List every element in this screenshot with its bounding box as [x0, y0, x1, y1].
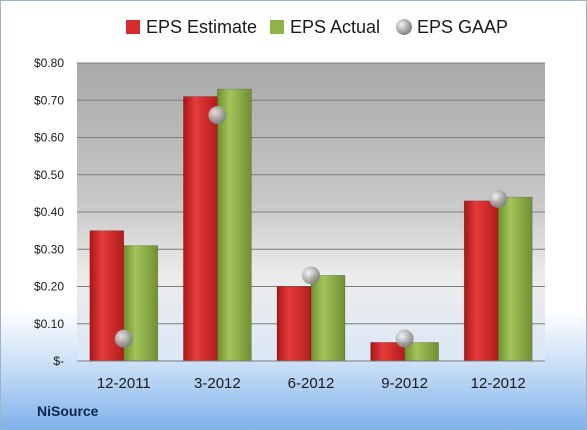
- y-tick-label: $0.50: [34, 168, 64, 182]
- company-label: NiSource: [37, 403, 99, 419]
- bar-estimate: [183, 96, 218, 362]
- x-tick-label: 12-2012: [471, 375, 526, 392]
- x-tick-label: 9-2012: [381, 375, 428, 392]
- legend-label-actual: EPS Actual: [290, 17, 381, 37]
- y-tick-label: $0.30: [34, 242, 64, 256]
- bar-estimate: [276, 286, 312, 362]
- gaap-markers: [114, 106, 508, 348]
- y-tick-label: $0.10: [34, 317, 64, 331]
- legend-item-estimate: EPS Estimate: [126, 17, 257, 38]
- y-axis-ticks: $- $0.10 $0.20 $0.30 $0.40 $0.50 $0.60 $0.70 $0.…: [34, 56, 64, 368]
- y-tick-label: $-: [53, 354, 64, 368]
- bar-actual: [217, 88, 252, 362]
- legend-swatch-gaap: [396, 19, 412, 35]
- bar-actual: [497, 196, 533, 362]
- x-tick-label: 12-2011: [97, 375, 151, 392]
- legend-item-gaap: EPS GAAP: [395, 17, 508, 38]
- gaap-marker: [208, 106, 227, 125]
- x-axis-labels: 12-2011 3-2012 6-2012 9-2012 12-2012: [97, 375, 526, 392]
- y-tick-label: $0.20: [34, 280, 64, 294]
- bar-estimate: [463, 200, 499, 362]
- gaap-marker: [395, 329, 414, 348]
- y-tick-label: $0.70: [34, 93, 64, 107]
- legend-swatch-actual: [270, 20, 284, 34]
- y-tick-label: $0.60: [34, 131, 64, 145]
- gaap-marker: [114, 329, 133, 348]
- gaap-marker: [489, 189, 508, 208]
- legend-item-actual: EPS Actual: [270, 17, 380, 38]
- x-tick-label: 6-2012: [288, 375, 335, 392]
- legend-label-estimate: EPS Estimate: [146, 17, 258, 37]
- y-tick-label: $0.80: [34, 56, 64, 70]
- x-tick-label: 3-2012: [194, 375, 241, 392]
- y-tick-label: $0.40: [34, 205, 64, 219]
- legend-swatch-estimate: [126, 20, 140, 34]
- legend-label-gaap: EPS GAAP: [417, 17, 509, 37]
- gaap-marker: [302, 266, 320, 285]
- bar-actual: [310, 275, 346, 362]
